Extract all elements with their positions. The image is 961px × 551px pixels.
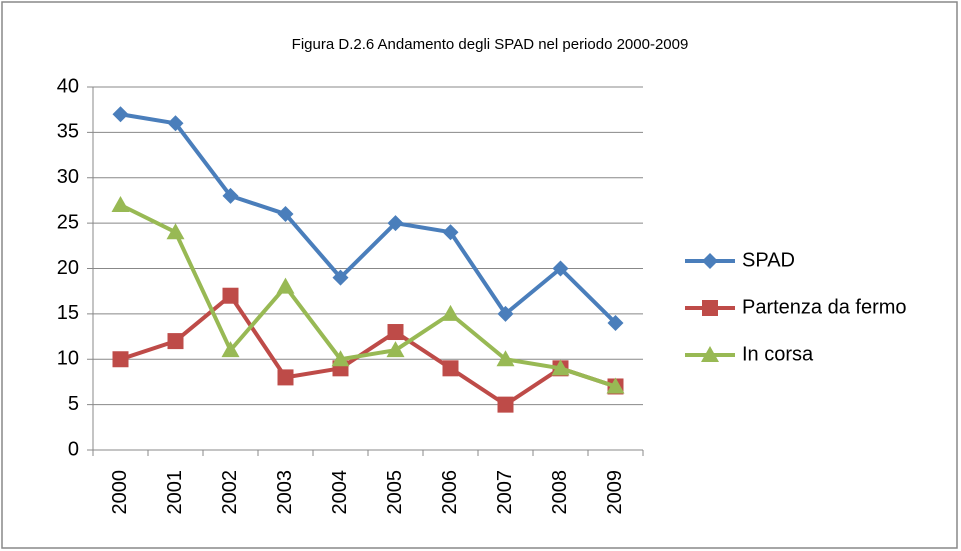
data-point: [111, 195, 130, 212]
legend-marker: [702, 253, 718, 269]
data-point: [112, 351, 129, 368]
data-point: [551, 359, 570, 376]
legend-marker: [702, 300, 718, 316]
data-point: [112, 106, 129, 123]
data-point: [607, 314, 624, 331]
data-point: [222, 287, 239, 304]
series-line: [120, 112, 617, 325]
data-point: [332, 269, 349, 286]
data-point: [387, 215, 404, 232]
x-tick-label: 2008: [549, 470, 571, 515]
data-point: [221, 341, 240, 358]
y-tick-label: 30: [57, 166, 79, 188]
y-tick-label: 40: [57, 75, 79, 97]
x-tick-label: 2003: [274, 470, 296, 515]
y-tick-label: 35: [57, 121, 79, 143]
chart-title: Figura D.2.6 Andamento degli SPAD nel pe…: [292, 36, 689, 53]
y-tick-label: 0: [68, 438, 79, 460]
legend-label: Partenza da fermo: [742, 296, 907, 318]
y-tick-label: 15: [57, 302, 79, 324]
data-point: [277, 206, 294, 223]
data-point: [331, 350, 350, 367]
x-tick-label: 2007: [494, 470, 516, 515]
x-tick-label: 2006: [439, 470, 461, 515]
x-tick-label: 2009: [604, 470, 626, 515]
data-point: [442, 224, 459, 241]
data-point: [496, 350, 515, 367]
data-point: [497, 396, 514, 413]
data-point: [442, 360, 459, 377]
data-point: [167, 115, 184, 132]
y-tick-label: 20: [57, 257, 79, 279]
series-line: [119, 293, 617, 407]
y-tick-label: 25: [57, 211, 79, 233]
x-tick-label: 2005: [384, 470, 406, 515]
legend-label: In corsa: [742, 343, 814, 365]
data-point: [166, 223, 185, 240]
y-tick-label: 5: [68, 393, 79, 415]
x-tick-label: 2001: [164, 470, 186, 515]
x-tick-label: 2004: [329, 470, 351, 515]
legend-label: SPAD: [742, 249, 795, 271]
legend-marker: [701, 346, 719, 362]
data-point: [441, 304, 460, 321]
x-tick-label: 2000: [109, 470, 131, 515]
data-point: [606, 377, 625, 394]
data-point: [387, 324, 404, 341]
data-point: [497, 305, 514, 322]
data-point: [386, 341, 405, 358]
series-line: [119, 203, 617, 389]
y-tick-label: 10: [57, 348, 79, 370]
x-tick-label: 2002: [219, 470, 241, 515]
data-point: [552, 260, 569, 277]
data-point: [222, 187, 239, 204]
data-point: [277, 369, 294, 386]
data-point: [167, 333, 184, 350]
data-point: [276, 277, 295, 294]
